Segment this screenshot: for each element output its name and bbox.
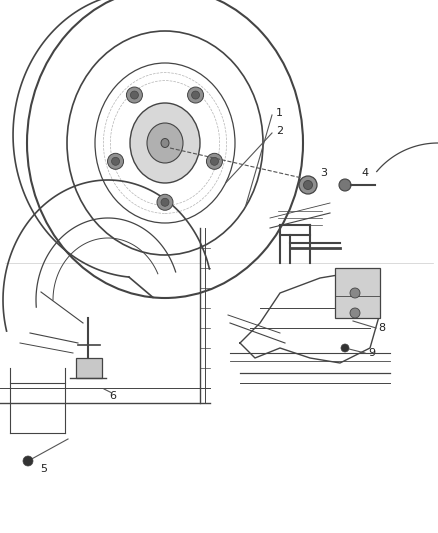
Circle shape	[341, 344, 349, 352]
Ellipse shape	[350, 308, 360, 318]
Text: 5: 5	[40, 464, 47, 474]
Ellipse shape	[147, 123, 183, 163]
Ellipse shape	[161, 139, 169, 148]
Text: 1: 1	[276, 108, 283, 118]
Text: 9: 9	[368, 348, 375, 358]
Ellipse shape	[131, 91, 138, 99]
Text: 8: 8	[378, 323, 385, 333]
Circle shape	[23, 456, 33, 466]
Ellipse shape	[187, 87, 204, 103]
Ellipse shape	[206, 154, 223, 169]
Ellipse shape	[127, 87, 142, 103]
Text: 2: 2	[276, 126, 283, 136]
Ellipse shape	[108, 154, 124, 169]
Ellipse shape	[161, 198, 169, 206]
Text: 6: 6	[109, 391, 116, 401]
Ellipse shape	[112, 157, 120, 165]
Ellipse shape	[304, 181, 312, 190]
Ellipse shape	[350, 288, 360, 298]
Ellipse shape	[130, 103, 200, 183]
Ellipse shape	[299, 176, 317, 194]
Ellipse shape	[339, 179, 351, 191]
Bar	[76, 358, 102, 378]
Ellipse shape	[210, 157, 219, 165]
Ellipse shape	[191, 91, 200, 99]
Bar	[335, 268, 380, 318]
Text: 3: 3	[320, 168, 327, 178]
Ellipse shape	[157, 195, 173, 211]
Text: 4: 4	[361, 168, 368, 178]
